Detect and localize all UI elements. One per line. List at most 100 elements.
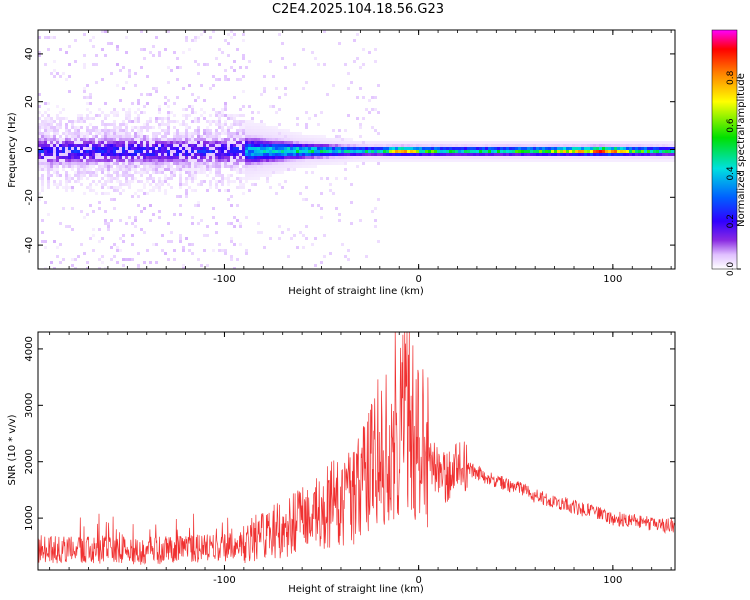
spectrogram-cell bbox=[113, 153, 116, 156]
spectrogram-x-axis-label: Height of straight line (km) bbox=[288, 286, 424, 297]
spectrogram-cell bbox=[194, 204, 197, 207]
spectrogram-cell bbox=[515, 141, 518, 144]
spectrogram-cell bbox=[122, 183, 125, 186]
spectrogram-cell bbox=[176, 165, 179, 168]
spectrogram-cell bbox=[125, 135, 128, 138]
spectrogram-cell bbox=[209, 87, 212, 90]
spectrogram-cell bbox=[626, 153, 629, 156]
spectrogram-cell bbox=[332, 84, 335, 87]
spectrogram-cell bbox=[239, 156, 242, 159]
spectrogram-cell bbox=[113, 108, 116, 111]
spectrogram-cell bbox=[470, 141, 473, 144]
spectrogram-cell bbox=[149, 51, 152, 54]
spectrogram-cell bbox=[263, 132, 266, 135]
colorbar-ticks: 0.00.20.40.60.8 bbox=[726, 70, 741, 276]
spectrogram-cell bbox=[281, 57, 284, 60]
spectrogram-cell bbox=[206, 129, 209, 132]
spectrogram-cell bbox=[101, 111, 104, 114]
spectrogram-cell bbox=[191, 93, 194, 96]
spectrogram-cell bbox=[275, 171, 278, 174]
spectrogram-cell bbox=[68, 153, 71, 156]
spectrogram-cell bbox=[47, 156, 50, 159]
spectrogram-cell bbox=[284, 138, 287, 141]
spectrogram-cell bbox=[53, 138, 56, 141]
spectrogram-cell bbox=[209, 141, 212, 144]
spectrogram-cell bbox=[107, 144, 110, 147]
spectrogram-cell bbox=[500, 156, 503, 159]
spectrogram-cell bbox=[269, 156, 272, 159]
spectrogram-cell bbox=[332, 129, 335, 132]
spectrogram-cell bbox=[635, 141, 638, 144]
spectrogram-cell bbox=[521, 144, 524, 147]
spectrogram-cell bbox=[176, 135, 179, 138]
spectrogram-cell bbox=[191, 144, 194, 147]
spectrogram-cell bbox=[185, 114, 188, 117]
spectrogram-cell bbox=[86, 126, 89, 129]
spectrogram-cell bbox=[209, 132, 212, 135]
spectrogram-cell bbox=[299, 153, 302, 156]
spectrogram-cell bbox=[38, 126, 41, 129]
spectrogram-cell bbox=[95, 159, 98, 162]
spectrogram-cell bbox=[653, 150, 656, 153]
spectrogram-cell bbox=[140, 228, 143, 231]
spectrogram-cell bbox=[71, 126, 74, 129]
spectrogram-cell bbox=[386, 156, 389, 159]
spectrogram-cell bbox=[164, 159, 167, 162]
spectrogram-cell bbox=[230, 195, 233, 198]
spectrogram-cell bbox=[533, 141, 536, 144]
spectrogram-cell bbox=[101, 120, 104, 123]
spectrogram-cell bbox=[287, 138, 290, 141]
spectrogram-cell bbox=[50, 129, 53, 132]
spectrogram-cell bbox=[482, 153, 485, 156]
spectrogram-cell bbox=[182, 162, 185, 165]
spectrogram-cell bbox=[41, 180, 44, 183]
spectrogram-cell bbox=[143, 171, 146, 174]
spectrogram-cell bbox=[278, 225, 281, 228]
snr-x-tick-label: 0 bbox=[415, 575, 421, 586]
spectrogram-cell bbox=[218, 48, 221, 51]
spectrogram-cell bbox=[368, 144, 371, 147]
spectrogram-cell bbox=[341, 159, 344, 162]
spectrogram-cell bbox=[395, 141, 398, 144]
spectrogram-cell bbox=[113, 144, 116, 147]
spectrogram-cell bbox=[266, 180, 269, 183]
spectrogram-cell bbox=[80, 156, 83, 159]
spectrogram-cell bbox=[173, 126, 176, 129]
spectrogram-cell bbox=[221, 249, 224, 252]
spectrogram-cell bbox=[269, 105, 272, 108]
spectrogram-cell bbox=[38, 132, 41, 135]
spectrogram-cell bbox=[47, 147, 50, 150]
spectrogram-cell bbox=[479, 159, 482, 162]
spectrogram-cell bbox=[554, 144, 557, 147]
spectrogram-cell bbox=[182, 114, 185, 117]
spectrogram-cell bbox=[131, 126, 134, 129]
spectrogram-cell bbox=[203, 144, 206, 147]
spectrogram-cell bbox=[371, 144, 374, 147]
spectrogram-cell bbox=[287, 159, 290, 162]
spectrogram-cell bbox=[200, 159, 203, 162]
spectrogram-cell bbox=[71, 162, 74, 165]
spectrogram-cell bbox=[122, 264, 125, 267]
spectrogram-cell bbox=[233, 96, 236, 99]
spectrogram-cell bbox=[74, 258, 77, 261]
spectrogram-cell bbox=[95, 156, 98, 159]
spectrogram-cell bbox=[566, 156, 569, 159]
spectrogram-cell bbox=[653, 159, 656, 162]
spectrogram-cell bbox=[116, 138, 119, 141]
spectrogram-y-tick-label: 0 bbox=[24, 146, 35, 152]
spectrogram-cell bbox=[488, 156, 491, 159]
spectrogram-cell bbox=[59, 153, 62, 156]
spectrogram-cell bbox=[218, 120, 221, 123]
spectrogram-cell bbox=[167, 126, 170, 129]
spectrogram-cell bbox=[68, 129, 71, 132]
spectrogram-cell bbox=[185, 141, 188, 144]
spectrogram-cell bbox=[245, 144, 248, 147]
spectrogram-cell bbox=[101, 78, 104, 81]
spectrogram-cell bbox=[581, 153, 584, 156]
spectrogram-cell bbox=[656, 156, 659, 159]
spectrogram-cell bbox=[104, 162, 107, 165]
spectrogram-cell bbox=[158, 123, 161, 126]
spectrogram-cell bbox=[227, 198, 230, 201]
spectrogram-cell bbox=[188, 126, 191, 129]
spectrogram-cell bbox=[356, 141, 359, 144]
